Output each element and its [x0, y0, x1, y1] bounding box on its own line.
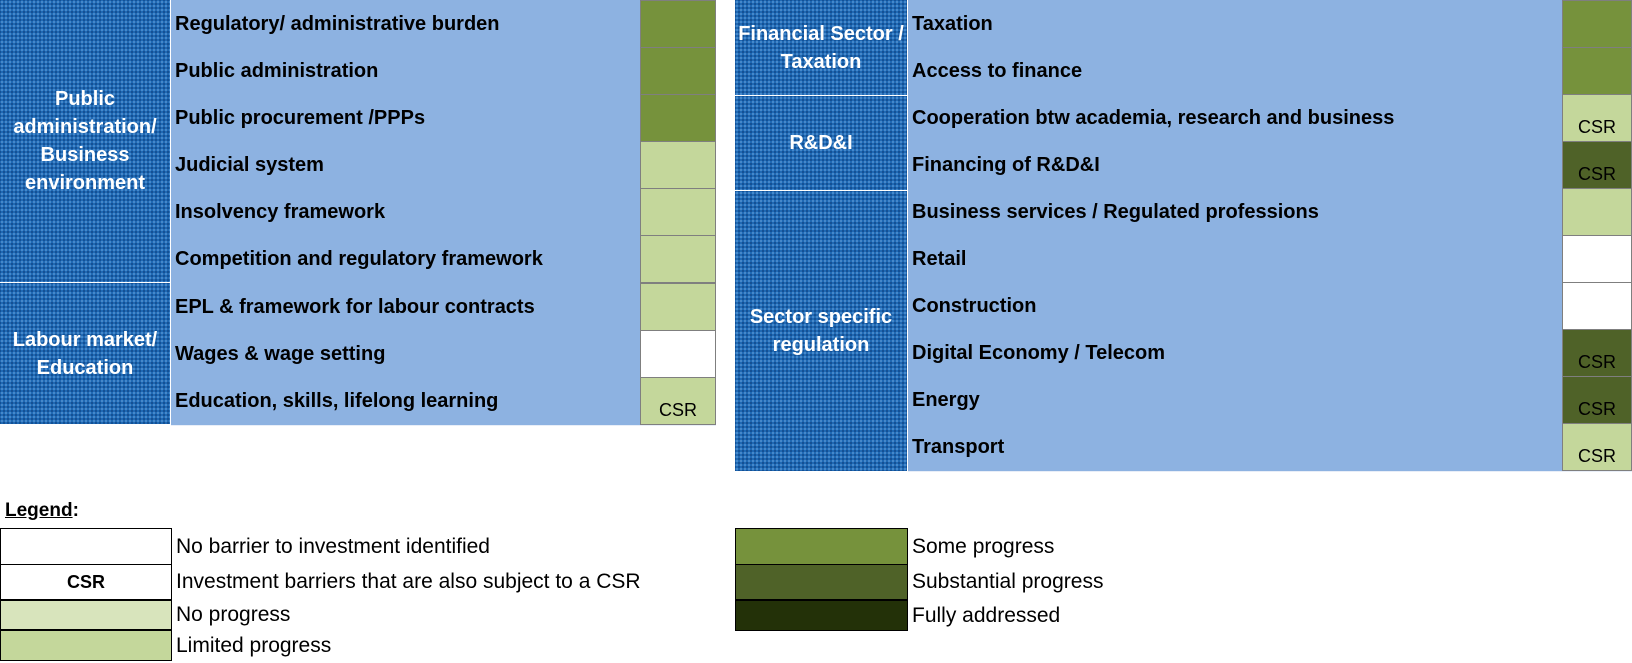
category-label: R&D&I [789, 132, 853, 154]
table-row: Cooperation btw academia, research and b… [908, 94, 1632, 143]
item-label: Education, skills, lifelong learning [171, 377, 640, 425]
table-row: Energy CSR [908, 376, 1632, 425]
legend-swatch [0, 630, 172, 661]
item-label: Insolvency framework [171, 188, 640, 236]
status-cell [1562, 0, 1632, 48]
category-sector-specific: Sector specific regulation [735, 191, 907, 472]
item-label: Regulatory/ administrative burden [171, 0, 640, 48]
item-label: Construction [908, 282, 1562, 330]
category-label: Financial Sector / Taxation [738, 22, 904, 73]
table-row: Taxation [908, 0, 1632, 49]
legend-label: Substantial progress [912, 570, 1104, 593]
status-cell: CSR [1562, 423, 1632, 471]
item-label: Digital Economy / Telecom [908, 329, 1562, 377]
item-label: Public administration [171, 47, 640, 95]
status-cell [640, 330, 716, 378]
item-label: Energy [908, 376, 1562, 424]
legend-entry-csr: CSR Investment barriers that are also su… [0, 564, 720, 600]
table-row: Insolvency framework [171, 188, 716, 237]
legend-title-colon: : [72, 500, 79, 521]
table-row: Financing of R&D&I CSR [908, 141, 1632, 190]
item-label: Transport [908, 423, 1562, 471]
table-row: Public procurement /PPPs [171, 94, 716, 143]
table-row: Education, skills, lifelong learning CSR [171, 377, 716, 426]
table-row: Regulatory/ administrative burden [171, 0, 716, 49]
status-cell [1562, 188, 1632, 236]
table-row: Judicial system [171, 141, 716, 190]
status-cell [1562, 235, 1632, 283]
category-public-administration: Public administration/ Business environm… [0, 0, 170, 283]
status-cell [1562, 282, 1632, 330]
status-cell [640, 94, 716, 142]
table-row: Wages & wage setting [171, 330, 716, 379]
status-cell [640, 235, 716, 283]
category-label: Labour market/ Education [12, 328, 158, 379]
status-cell [640, 283, 716, 331]
category-label: Sector specific regulation [749, 306, 893, 356]
legend-entry-no-barrier: No barrier to investment identified [0, 528, 720, 565]
item-label: Competition and regulatory framework [171, 235, 640, 283]
status-cell [640, 141, 716, 189]
item-label: Public procurement /PPPs [171, 94, 640, 142]
legend-label: No progress [176, 603, 291, 626]
item-label: Judicial system [171, 141, 640, 189]
legend-title-text: Legend [5, 500, 73, 521]
table-row: Access to finance [908, 47, 1632, 96]
legend-label: Fully addressed [912, 603, 1061, 627]
status-cell [640, 188, 716, 236]
table-row: EPL & framework for labour contracts [171, 283, 716, 332]
item-label: EPL & framework for labour contracts [171, 283, 640, 331]
item-label: Financing of R&D&I [908, 141, 1562, 189]
status-cell: CSR [1562, 329, 1632, 377]
item-label: Wages & wage setting [171, 330, 640, 378]
legend-swatch [735, 600, 908, 631]
legend-entry-limited-progress: Limited progress [0, 630, 720, 661]
status-cell [640, 0, 716, 48]
category-labour-market: Labour market/ Education [0, 283, 170, 425]
legend-swatch [735, 564, 908, 600]
category-label: Public administration/ Business environm… [13, 88, 157, 194]
table-row: Public administration [171, 47, 716, 96]
legend-swatch: CSR [0, 564, 172, 600]
status-cell: CSR [1562, 94, 1632, 142]
table-row: Business services / Regulated profession… [908, 188, 1632, 237]
legend-entry-some-progress: Some progress [735, 528, 1335, 565]
legend-entry-fully-addressed: Fully addressed [735, 600, 1335, 631]
legend-swatch [0, 600, 172, 630]
legend-label: No barrier to investment identified [176, 534, 490, 558]
legend-title: Legend: [5, 500, 79, 522]
table-row: Retail [908, 235, 1632, 284]
table-row: Digital Economy / Telecom CSR [908, 329, 1632, 378]
legend-label: Investment barriers that are also subjec… [176, 570, 641, 593]
item-label: Taxation [908, 0, 1562, 48]
item-label: Business services / Regulated profession… [908, 188, 1562, 236]
table-row: Competition and regulatory framework [171, 235, 716, 284]
status-cell: CSR [1562, 141, 1632, 189]
item-label: Access to finance [908, 47, 1562, 95]
status-cell: CSR [1562, 376, 1632, 424]
legend-swatch [0, 528, 172, 565]
table-row: Transport CSR [908, 423, 1632, 472]
category-financial-sector: Financial Sector / Taxation [735, 0, 907, 96]
item-label: Retail [908, 235, 1562, 283]
legend-swatch [735, 528, 908, 565]
table-row: Construction [908, 282, 1632, 331]
status-cell [640, 47, 716, 95]
legend-entry-substantial-progress: Substantial progress [735, 564, 1335, 600]
legend-entry-no-progress: No progress [0, 600, 720, 630]
legend-label: Limited progress [176, 633, 332, 657]
status-cell: CSR [640, 377, 716, 425]
item-label: Cooperation btw academia, research and b… [908, 94, 1562, 142]
status-cell [1562, 47, 1632, 95]
category-rdi: R&D&I [735, 96, 907, 191]
legend-label: Some progress [912, 534, 1055, 558]
